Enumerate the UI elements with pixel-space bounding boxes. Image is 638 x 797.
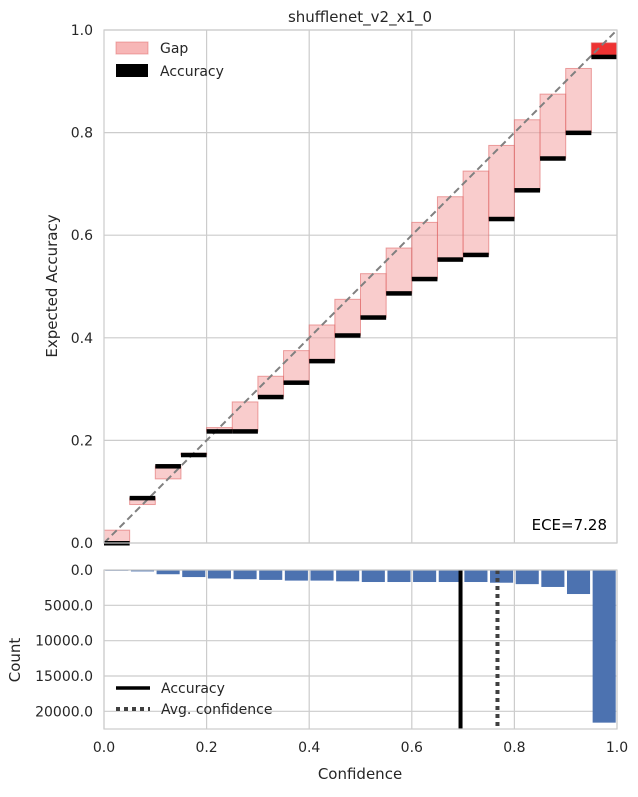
top-y-tick-labels: 0.0 0.2 0.4 0.6 0.8 1.0 <box>71 23 93 552</box>
reliability-diagram: shufflenet_v2_x1_0 Expected Accuracy 0.0… <box>43 8 618 552</box>
count-bar-2 <box>156 570 180 575</box>
count-bar-1 <box>130 570 155 572</box>
bottom-x-tick-2: 0.4 <box>298 740 320 756</box>
accuracy-bar-18 <box>565 130 592 136</box>
top-plot-frame <box>103 29 618 544</box>
gap-bar-14 <box>462 170 490 256</box>
accuracy-bar-10 <box>360 315 387 320</box>
gap-bar-5 <box>231 401 259 432</box>
accuracy-bar-16 <box>514 188 541 193</box>
accuracy-bar-14 <box>463 252 489 258</box>
gap-bar-15 <box>488 144 515 220</box>
accuracy-bar-3 <box>180 452 207 458</box>
accuracy-bar-8 <box>309 358 335 364</box>
gap-bar-10 <box>360 273 387 318</box>
bottom-x-tick-0: 0.0 <box>93 740 115 756</box>
accuracy-bar-2 <box>155 464 181 469</box>
bottom-x-tick-5: 1.0 <box>606 740 628 756</box>
bottom-y-tick-labels: 0.0 5000.0 10000.0 15000.0 20000.0 <box>35 563 93 720</box>
accuracy-bar-17 <box>540 156 566 161</box>
count-bar-3 <box>182 570 206 578</box>
count-bar-14 <box>464 570 488 583</box>
accuracy-bar-19 <box>591 54 617 60</box>
legend-gap-label: Gap <box>160 41 188 57</box>
bottom-ylabel: Count <box>6 638 24 683</box>
count-bar-5 <box>233 570 257 580</box>
bottom-y-tick-0: 0.0 <box>71 563 93 579</box>
bottom-xlabel: Confidence <box>318 765 402 783</box>
bottom-y-tick-4: 20000.0 <box>35 704 93 720</box>
accuracy-bar-15 <box>488 216 515 222</box>
count-bar-11 <box>387 570 411 583</box>
legend-gap-swatch <box>115 41 149 55</box>
chart-title: shufflenet_v2_x1_0 <box>288 8 432 27</box>
count-bar-19 <box>592 570 616 723</box>
gap-bars <box>103 42 618 544</box>
top-y-tick-0: 0.0 <box>71 536 93 552</box>
bottom-legend: Accuracy Avg. confidence <box>116 681 272 718</box>
count-bar-7 <box>284 570 308 581</box>
bottom-x-tick-labels: 0.0 0.2 0.4 0.6 0.8 1.0 <box>93 740 628 756</box>
count-bar-8 <box>310 570 334 581</box>
accuracy-bar-9 <box>334 333 361 338</box>
count-bar-13 <box>438 570 462 583</box>
bottom-y-tick-1: 5000.0 <box>44 598 93 614</box>
top-legend: Gap Accuracy <box>115 41 224 80</box>
bottom-x-tick-3: 0.6 <box>401 740 423 756</box>
gap-bar-18 <box>565 67 592 134</box>
top-y-tick-1: 0.2 <box>71 433 93 449</box>
top-y-tick-5: 1.0 <box>71 23 93 39</box>
legend-accuracy-label: Accuracy <box>160 64 224 80</box>
gap-bar-7 <box>283 350 310 383</box>
bottom-x-tick-4: 0.8 <box>503 740 525 756</box>
gap-bar-11 <box>385 247 413 294</box>
accuracy-bar-1 <box>129 495 156 501</box>
accuracy-bar-6 <box>257 394 284 400</box>
bottom-y-tick-2: 10000.0 <box>35 634 93 650</box>
count-bar-4 <box>207 570 231 579</box>
accuracy-bar-5 <box>232 429 258 434</box>
count-bars <box>105 570 616 723</box>
ece-annotation: ECE=7.28 <box>532 516 607 534</box>
top-y-tick-4: 0.8 <box>71 126 93 142</box>
confidence-histogram: Count Confidence 0.0 5000.0 10000.0 15000.0… <box>6 563 628 783</box>
count-bar-15 <box>490 570 514 583</box>
legend-avg-confidence-label: Avg. confidence <box>161 702 272 718</box>
count-bar-10 <box>361 570 385 583</box>
bottom-plot-frame <box>103 569 618 730</box>
count-bar-9 <box>336 570 360 582</box>
accuracy-bars <box>104 54 617 546</box>
count-bar-6 <box>259 570 283 580</box>
count-bar-17 <box>541 570 565 587</box>
accuracy-bar-4 <box>206 429 233 434</box>
top-ylabel: Expected Accuracy <box>43 214 61 357</box>
count-bar-18 <box>566 570 591 595</box>
count-bar-12 <box>413 570 437 583</box>
top-y-tick-3: 0.6 <box>71 228 93 244</box>
accuracy-bar-7 <box>283 380 310 385</box>
top-y-tick-2: 0.4 <box>71 331 93 347</box>
accuracy-bar-11 <box>386 291 412 296</box>
accuracy-bar-13 <box>437 257 464 262</box>
legend-accuracy-swatch <box>116 64 148 77</box>
gap-bar-8 <box>308 324 336 362</box>
gap-bar-19 <box>590 42 618 58</box>
gap-bar-9 <box>334 298 362 336</box>
bottom-y-tick-3: 15000.0 <box>35 669 93 685</box>
bottom-x-tick-1: 0.2 <box>195 740 217 756</box>
count-bar-16 <box>515 570 539 585</box>
gap-bar-16 <box>513 119 541 191</box>
accuracy-bar-12 <box>411 276 438 282</box>
legend-accuracy-line-label: Accuracy <box>161 681 225 697</box>
